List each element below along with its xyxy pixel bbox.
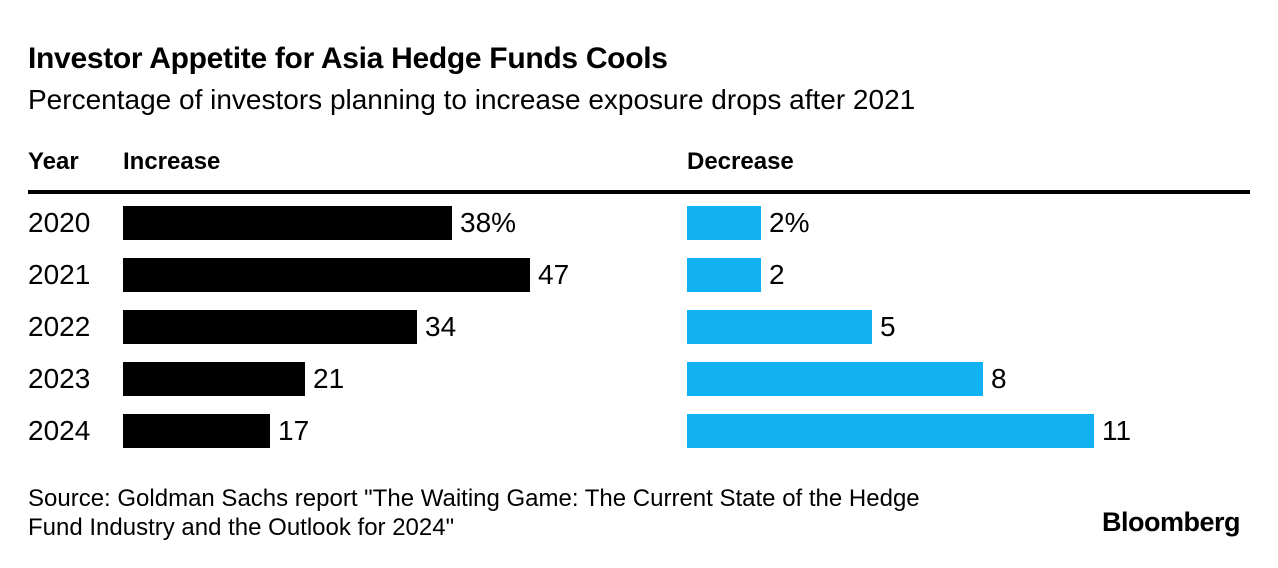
decrease-bar-cell-2024: 11 <box>687 414 1250 448</box>
decrease-value-label-2021: 2 <box>769 259 785 290</box>
decrease-value-label-2023: 8 <box>991 363 1007 394</box>
year-label-2023: 2023 <box>28 363 91 394</box>
chart-rows: 2020 38% 2% 2021 47 2 2022 34 5 2023 21 8 2024 17 11 <box>28 197 1250 457</box>
column-header-increase: Increase <box>123 148 221 175</box>
increase-bar-2023 <box>123 362 305 396</box>
increase-value-label-2020: 38% <box>460 207 517 238</box>
decrease-bar-2021 <box>687 258 761 292</box>
header-rule <box>28 190 1250 194</box>
table-row-2021: 2021 47 2 <box>28 249 1250 301</box>
decrease-bar-cell-2022: 5 <box>687 310 1250 344</box>
column-header-decrease: Decrease <box>687 148 794 175</box>
increase-bar-2024 <box>123 414 270 448</box>
decrease-value-label-2024: 11 <box>1102 415 1132 446</box>
source-note: Source: Goldman Sachs report "The Waitin… <box>28 485 920 541</box>
year-label-2022: 2022 <box>28 311 91 342</box>
decrease-bar-2023 <box>687 362 983 396</box>
increase-bar-cell-2022: 34 <box>123 310 687 344</box>
increase-value-label-2021: 47 <box>538 259 570 290</box>
decrease-bar-2024 <box>687 414 1094 448</box>
decrease-bar-cell-2021: 2 <box>687 258 1250 292</box>
column-header-row: Year Increase Decrease <box>28 150 1250 174</box>
increase-bar-2020 <box>123 206 452 240</box>
decrease-bar-cell-2020: 2% <box>687 206 1250 240</box>
increase-bar-cell-2023: 21 <box>123 362 687 396</box>
increase-bar-2021 <box>123 258 530 292</box>
year-label-2024: 2024 <box>28 415 91 446</box>
table-row-2023: 2023 21 8 <box>28 353 1250 405</box>
chart-subtitle: Percentage of investors planning to incr… <box>28 84 916 115</box>
decrease-bar-2022 <box>687 310 872 344</box>
year-label-2020: 2020 <box>28 207 91 238</box>
decrease-value-label-2020: 2% <box>769 207 810 238</box>
increase-bar-2022 <box>123 310 417 344</box>
column-header-year: Year <box>28 148 79 175</box>
increase-value-label-2023: 21 <box>313 363 345 394</box>
table-row-2022: 2022 34 5 <box>28 301 1250 353</box>
decrease-bar-2020 <box>687 206 761 240</box>
increase-value-label-2024: 17 <box>278 415 310 446</box>
increase-value-label-2022: 34 <box>425 311 457 342</box>
chart-container: Investor Appetite for Asia Hedge Funds C… <box>28 0 1250 542</box>
bloomberg-logo: Bloomberg <box>1101 507 1241 537</box>
increase-bar-cell-2024: 17 <box>123 414 687 448</box>
table-row-2024: 2024 17 11 <box>28 405 1250 457</box>
year-label-2021: 2021 <box>28 259 91 290</box>
decrease-bar-cell-2023: 8 <box>687 362 1250 396</box>
increase-bar-cell-2020: 38% <box>123 206 687 240</box>
table-row-2020: 2020 38% 2% <box>28 197 1250 249</box>
chart-title: Investor Appetite for Asia Hedge Funds C… <box>28 42 668 75</box>
decrease-value-label-2022: 5 <box>880 311 896 342</box>
increase-bar-cell-2021: 47 <box>123 258 687 292</box>
